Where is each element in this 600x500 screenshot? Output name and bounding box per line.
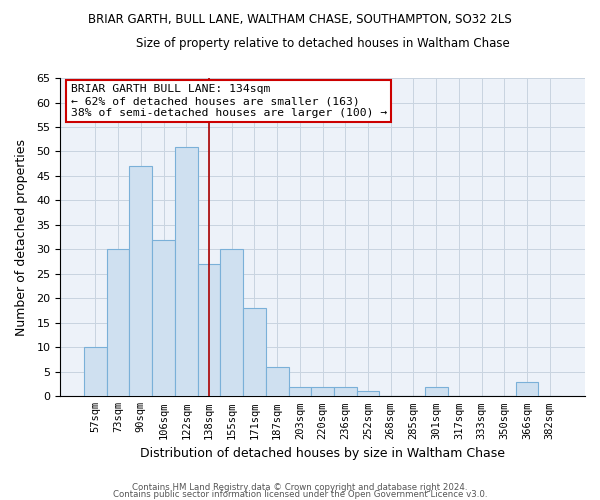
Bar [197, 264, 220, 396]
Text: Contains HM Land Registry data © Crown copyright and database right 2024.: Contains HM Land Registry data © Crown c… [132, 484, 468, 492]
Text: BRIAR GARTH BULL LANE: 134sqm
← 62% of detached houses are smaller (163)
38% of : BRIAR GARTH BULL LANE: 134sqm ← 62% of d… [71, 84, 387, 117]
Bar [84, 348, 107, 397]
Bar [220, 250, 243, 396]
Bar [243, 308, 266, 396]
Text: BRIAR GARTH, BULL LANE, WALTHAM CHASE, SOUTHAMPTON, SO32 2LS: BRIAR GARTH, BULL LANE, WALTHAM CHASE, S… [88, 12, 512, 26]
Bar [107, 250, 130, 396]
Y-axis label: Number of detached properties: Number of detached properties [15, 138, 28, 336]
Bar [152, 240, 175, 396]
Title: Size of property relative to detached houses in Waltham Chase: Size of property relative to detached ho… [136, 38, 509, 51]
Bar [266, 367, 289, 396]
X-axis label: Distribution of detached houses by size in Waltham Chase: Distribution of detached houses by size … [140, 447, 505, 460]
Bar [334, 386, 356, 396]
Bar [311, 386, 334, 396]
Bar [130, 166, 152, 396]
Bar [356, 392, 379, 396]
Bar [289, 386, 311, 396]
Bar [175, 146, 197, 396]
Bar [516, 382, 538, 396]
Text: Contains public sector information licensed under the Open Government Licence v3: Contains public sector information licen… [113, 490, 487, 499]
Bar [425, 386, 448, 396]
